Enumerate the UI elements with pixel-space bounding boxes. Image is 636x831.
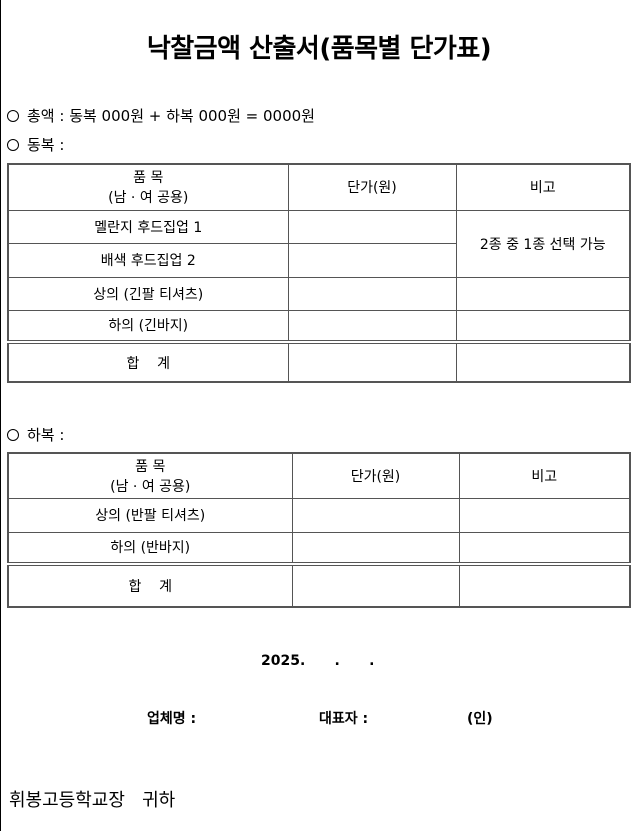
addressee: 휘봉고등학교장 귀하 — [9, 790, 176, 811]
total-row: 합 계 — [7, 340, 631, 383]
table-row: 상의 (긴팔 티셔츠) — [7, 276, 631, 311]
seal-mark: (인) — [467, 711, 493, 727]
summer-table: 품 목 (남 · 여 공용) 단가(원) 비고 상의 (반팔 티셔츠) 하의 (반… — [7, 452, 631, 608]
price-cell[interactable] — [287, 309, 457, 343]
price-cell[interactable] — [287, 209, 457, 244]
note-cell — [458, 497, 631, 533]
note-cell — [455, 309, 631, 343]
item-cell: 상의 (긴팔 티셔츠) — [7, 276, 289, 311]
table-row: 하의 (반바지) — [7, 531, 631, 565]
header-item: 품 목 (남 · 여 공용) — [7, 163, 289, 211]
price-cell[interactable] — [291, 531, 460, 565]
page-title: 낙찰금액 산출서(품목별 단가표) — [146, 34, 492, 64]
date: 2025. . . — [261, 653, 375, 669]
total-label: 합 계 — [7, 562, 293, 608]
total-text: 총액 : 동복 000원 + 하복 000원 = 0000원 — [27, 107, 315, 125]
header-price: 단가(원) — [291, 452, 460, 499]
price-cell[interactable] — [287, 276, 457, 311]
header-note: 비고 — [458, 452, 631, 499]
header-price: 단가(원) — [287, 163, 457, 211]
header-note: 비고 — [455, 163, 631, 211]
total-row: 합 계 — [7, 562, 631, 608]
winter-table: 품 목 (남 · 여 공용) 단가(원) 비고 멜란지 후드집업 1 2종 중 1… — [7, 163, 631, 383]
table-header-row: 품 목 (남 · 여 공용) 단가(원) 비고 — [7, 452, 631, 499]
total-line: 총액 : 동복 000원 + 하복 000원 = 0000원 — [7, 105, 315, 126]
note-cell: 2종 중 1종 선택 가능 — [455, 209, 631, 278]
table-row: 배색 후드집업 2 — [7, 242, 630, 278]
summer-label-text: 하복 : — [27, 426, 65, 444]
item-cell: 상의 (반팔 티셔츠) — [7, 497, 293, 533]
table-row: 멜란지 후드집업 1 2종 중 1종 선택 가능 — [7, 209, 631, 278]
total-price-cell[interactable] — [287, 340, 457, 383]
summer-label: 하복 : — [7, 424, 64, 445]
item-cell: 배색 후드집업 2 — [7, 242, 289, 278]
item-cell: 멜란지 후드집업 1 — [7, 209, 289, 244]
note-cell — [455, 340, 631, 383]
price-cell[interactable] — [287, 242, 457, 278]
note-cell — [458, 562, 631, 608]
representative-label: 대표자 : — [319, 711, 369, 727]
total-price-cell[interactable] — [291, 562, 460, 608]
circle-bullet-icon — [7, 110, 19, 122]
price-cell[interactable] — [291, 497, 460, 533]
table-row: 하의 (긴바지) — [7, 309, 631, 343]
item-cell: 하의 (반바지) — [7, 531, 293, 565]
company-label: 업체명 : — [147, 711, 197, 727]
winter-label: 동복 : — [7, 134, 64, 155]
total-label: 합 계 — [7, 340, 289, 383]
note-cell — [455, 276, 631, 311]
table-row: 상의 (반팔 티셔츠) — [7, 497, 631, 533]
table-header-row: 품 목 (남 · 여 공용) 단가(원) 비고 — [7, 163, 631, 211]
note-cell — [458, 531, 631, 565]
winter-label-text: 동복 : — [27, 136, 65, 154]
circle-bullet-icon — [7, 429, 19, 441]
header-item: 품 목 (남 · 여 공용) — [7, 452, 293, 499]
item-cell: 하의 (긴바지) — [7, 309, 289, 343]
circle-bullet-icon — [7, 139, 19, 151]
